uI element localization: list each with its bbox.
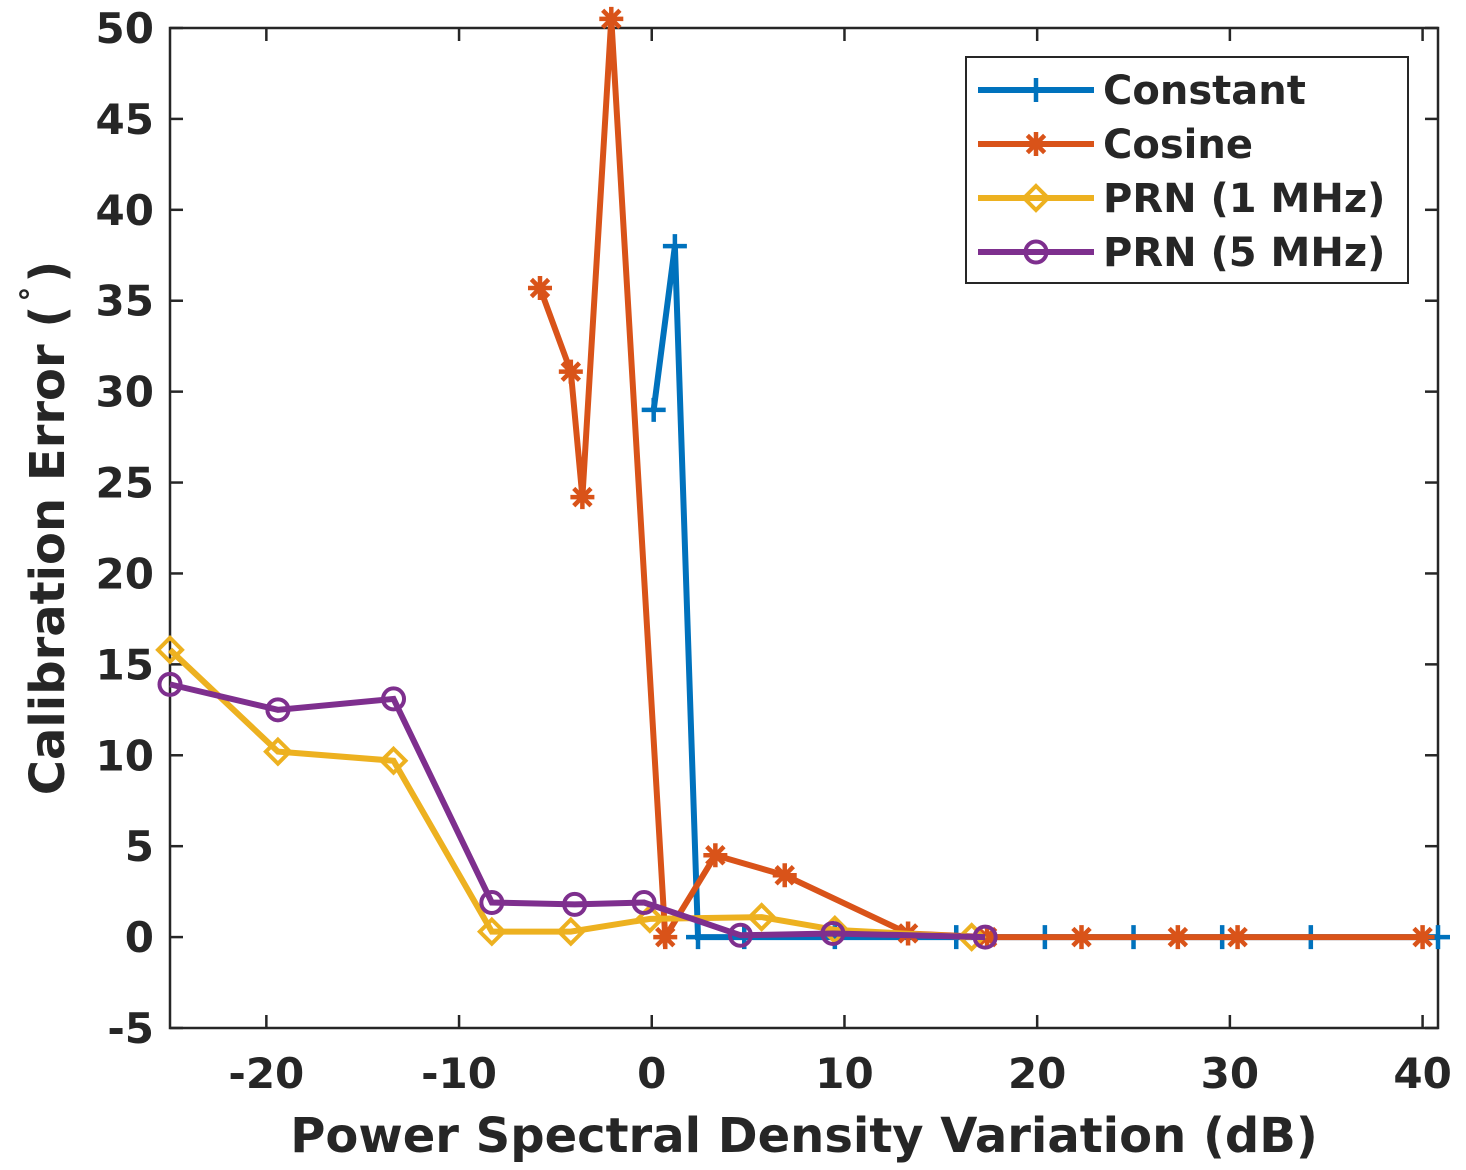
y-tick-label: 0 bbox=[125, 913, 154, 962]
data-point bbox=[820, 920, 846, 946]
data-point bbox=[662, 234, 687, 259]
y-axis-title-main: Calibration Error ( bbox=[20, 306, 76, 796]
data-point bbox=[1225, 925, 1250, 950]
data-point bbox=[599, 6, 624, 31]
series-line bbox=[169, 681, 986, 941]
data-point bbox=[555, 916, 586, 947]
y-axis-title-degree: ° bbox=[15, 287, 50, 302]
legend-label: Cosine bbox=[1103, 122, 1253, 168]
y-tick-label: 25 bbox=[96, 459, 154, 508]
data-point bbox=[727, 922, 753, 948]
data-point bbox=[956, 922, 987, 952]
data-point bbox=[772, 863, 797, 888]
y-tick-label: 30 bbox=[96, 368, 154, 417]
data-point bbox=[378, 745, 409, 776]
data-point bbox=[641, 397, 666, 422]
data-point bbox=[157, 671, 183, 697]
data-point bbox=[476, 916, 507, 947]
data-point bbox=[972, 924, 998, 950]
data-point bbox=[703, 843, 728, 868]
data-point bbox=[1069, 925, 1094, 950]
x-tick-label: 30 bbox=[1201, 1049, 1259, 1098]
data-point bbox=[975, 925, 1000, 950]
legend-marker bbox=[1021, 183, 1051, 213]
data-point bbox=[479, 890, 505, 916]
data-point bbox=[570, 485, 595, 510]
y-axis-title: Calibration Error ( °) bbox=[15, 261, 76, 796]
legend-label: PRN (5 MHz) bbox=[1103, 230, 1385, 276]
y-tick-label: 50 bbox=[96, 4, 154, 53]
x-tick-label: -10 bbox=[421, 1049, 497, 1098]
legend-marker bbox=[1024, 132, 1048, 156]
x-axis-title: Power Spectral Density Variation (dB) bbox=[290, 1108, 1318, 1164]
x-tick-label: 10 bbox=[815, 1049, 873, 1098]
y-tick-label: 45 bbox=[96, 95, 154, 144]
y-axis-title-text: Calibration Error ( °) bbox=[15, 261, 76, 796]
data-point bbox=[1165, 925, 1190, 950]
series-prn-5-mhz bbox=[157, 671, 998, 950]
legend-label: PRN (1 MHz) bbox=[1103, 176, 1385, 222]
legend-item: Cosine bbox=[978, 122, 1253, 168]
y-tick-label: 40 bbox=[96, 186, 154, 235]
y-tick-label: -5 bbox=[107, 1004, 154, 1053]
data-point bbox=[263, 736, 293, 767]
x-tick-label: -20 bbox=[228, 1049, 304, 1098]
data-point bbox=[527, 276, 552, 300]
y-tick-label: 35 bbox=[96, 277, 154, 326]
data-point bbox=[562, 891, 588, 917]
axis-ticks: -20 -10 0 10 20 30 40 -5 0 5 10 15 20 25 30 35 40 45 50 bbox=[96, 4, 1452, 1098]
series-line bbox=[167, 647, 972, 941]
legend-item: PRN (5 MHz) bbox=[978, 230, 1385, 276]
data-point bbox=[381, 686, 407, 712]
y-tick-label: 10 bbox=[96, 731, 154, 780]
data-point bbox=[558, 359, 583, 384]
series-cosine bbox=[527, 6, 1435, 950]
data-point bbox=[635, 904, 665, 934]
y-tick-label: 5 bbox=[125, 822, 154, 871]
y-tick-label: 20 bbox=[96, 549, 154, 598]
x-tick-label: 0 bbox=[637, 1049, 666, 1098]
legend-marker bbox=[1024, 78, 1048, 102]
data-point bbox=[653, 925, 678, 950]
data-point bbox=[631, 890, 657, 916]
legend-box bbox=[965, 56, 1409, 284]
data-point bbox=[746, 902, 777, 932]
data-point bbox=[1410, 925, 1435, 950]
legend-item: PRN (1 MHz) bbox=[978, 176, 1385, 222]
legend-label: Constant bbox=[1103, 68, 1306, 114]
y-axis-title-close: ) bbox=[20, 261, 76, 283]
legend-marker bbox=[1023, 239, 1049, 265]
data-point bbox=[686, 925, 711, 950]
x-tick-label: 20 bbox=[1008, 1049, 1066, 1098]
legend: Constant Cosine PRN (1 MHz) PRN (5 MHz) bbox=[965, 56, 1409, 284]
legend-items: Constant Cosine PRN (1 MHz) PRN (5 MHz) bbox=[978, 68, 1385, 276]
data-point bbox=[155, 634, 185, 665]
series-layer bbox=[155, 6, 1450, 952]
legend-item: Constant bbox=[978, 68, 1306, 114]
y-tick-label: 15 bbox=[96, 640, 154, 689]
data-point bbox=[265, 697, 291, 723]
x-tick-label: 40 bbox=[1393, 1049, 1451, 1098]
